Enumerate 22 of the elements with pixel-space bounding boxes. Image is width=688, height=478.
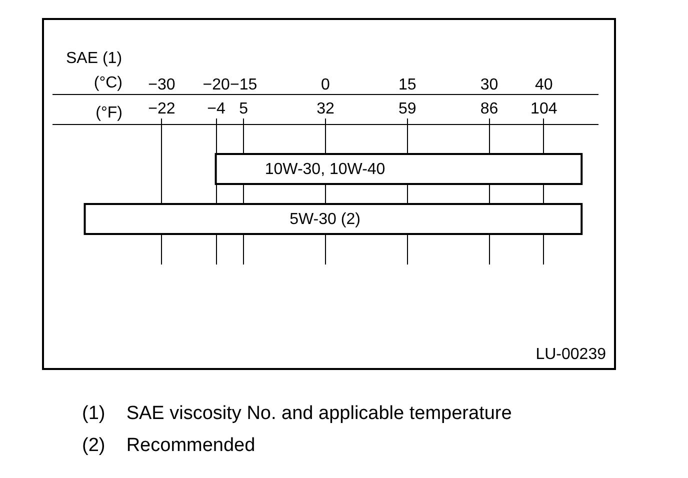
text: LU-00239 xyxy=(536,346,606,364)
text: (1) SAE viscosity No. and applicable temperature xyxy=(82,403,512,424)
x-axis-title: (°C) xyxy=(94,74,122,92)
text: (2) Recommended xyxy=(82,435,256,456)
x2-axis-title: (°F) xyxy=(96,104,122,122)
x2-tick-label: −22 xyxy=(148,100,176,118)
x2-tick-label: 59 xyxy=(398,100,416,118)
x-tick-label: 0 xyxy=(321,76,330,94)
chart-title: SAE (1) xyxy=(66,50,122,67)
x2-tick-label: 5 xyxy=(239,100,248,118)
x2-tick-label: 86 xyxy=(480,100,498,118)
x-tick-label: 40 xyxy=(535,76,553,94)
x2-tick-label: 32 xyxy=(316,100,334,118)
x2-tick-label: −4 xyxy=(207,100,226,118)
x-tick-label: −30 xyxy=(148,76,176,94)
x-tick-label: −15 xyxy=(230,76,258,94)
x-tick-label: 30 xyxy=(480,76,498,94)
y-tick-label: 10W-30, 10W-40 xyxy=(264,161,386,178)
x-tick-label: 15 xyxy=(398,76,416,94)
x2-tick-label: 104 xyxy=(530,100,558,118)
y-tick-label: 5W-30 (2) xyxy=(290,211,360,228)
x-tick-label: −20 xyxy=(202,76,230,94)
